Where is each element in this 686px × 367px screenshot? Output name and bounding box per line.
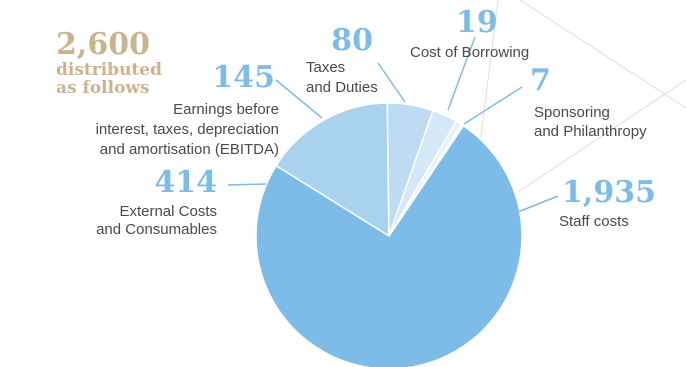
borrowing-value: 19 [456, 5, 498, 40]
ebitda-label-line-1: Earnings before [173, 101, 279, 118]
external-label-line-1: External Costs [119, 203, 217, 220]
leader-staff [517, 195, 559, 213]
ebitda-label-line-3: and amortisation (EBITDA) [100, 141, 279, 158]
decorative-lines [477, 0, 686, 193]
taxes-label-line-1: Taxes [306, 59, 345, 76]
pie-slice-external [275, 102, 390, 238]
ebitda-label-line-2: interest, taxes, depreciation [96, 121, 279, 138]
leader-lines [227, 36, 559, 213]
staff-label: Staff costs [559, 213, 629, 230]
external-value: 414 [154, 165, 217, 200]
subtitle-line-2: as follows [56, 78, 150, 98]
staff-value: 1,935 [562, 175, 656, 210]
leader-external [227, 183, 267, 186]
sponsoring-label-line-2: and Philanthropy [534, 123, 647, 140]
taxes-label-line-2: and Duties [306, 79, 378, 96]
borrowing-label: Cost of Borrowing [410, 44, 529, 61]
ebitda-value: 145 [212, 60, 275, 95]
pie-slice-staff [255, 124, 523, 367]
sponsoring-label-line-1: Sponsoring [534, 104, 610, 121]
pie-slice-sponsoring [388, 123, 465, 237]
taxes-value: 80 [331, 23, 373, 58]
external-label-line-2: and Consumables [96, 221, 217, 238]
leader-taxes [377, 62, 406, 103]
leader-ebitda [275, 79, 323, 119]
leader-borrowing [447, 36, 476, 111]
pie-slices [255, 102, 523, 367]
total-value: 2,600 [56, 27, 150, 62]
subtitle-line-1: distributed [56, 60, 162, 80]
leader-sponsoring [463, 86, 523, 125]
sponsoring-value: 7 [530, 63, 551, 98]
